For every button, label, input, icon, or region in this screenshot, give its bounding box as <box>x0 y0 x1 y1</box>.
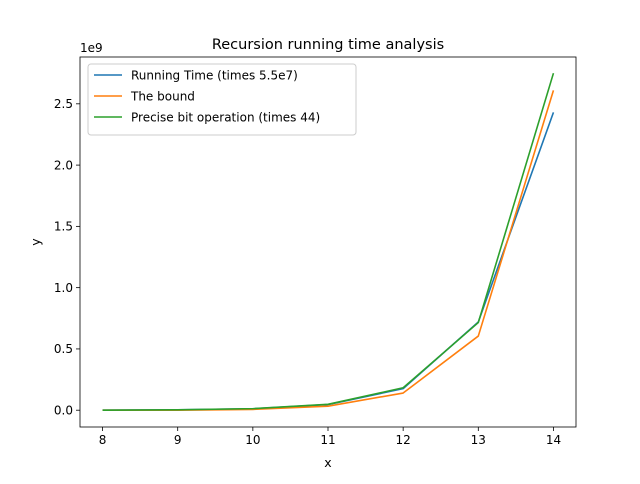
x-tick-label: 10 <box>245 433 260 447</box>
y-tick-label: 0.5 <box>54 342 73 356</box>
x-tick-label: 12 <box>396 433 411 447</box>
series-line-2 <box>102 72 555 411</box>
legend: Running Time (times 5.5e7) The bound Preci… <box>87 63 357 136</box>
x-tick-label: 11 <box>320 433 335 447</box>
legend-label-0: Running Time (times 5.5e7) <box>131 68 298 82</box>
y-axis-label: y <box>28 238 43 246</box>
x-tick-label: 13 <box>471 433 486 447</box>
legend-label-2: Precise bit operation (times 44) <box>131 110 320 124</box>
plot-area: 8 9 10 11 12 13 14 0.0 0.5 1.0 1.5 2.0 2.5 <box>54 56 577 447</box>
x-tick-label: 14 <box>546 433 561 447</box>
x-tick-label: 8 <box>99 433 107 447</box>
legend-box <box>87 63 357 136</box>
y-tick-label: 1.0 <box>54 281 73 295</box>
y-tick-label: 2.5 <box>54 97 73 111</box>
y-tick-label: 1.5 <box>54 220 73 234</box>
x-tick-label: 9 <box>174 433 182 447</box>
x-axis-label: x <box>324 455 331 470</box>
legend-label-1: The bound <box>130 89 195 103</box>
y-offset-label: 1e9 <box>80 41 103 55</box>
y-tick-label: 2.0 <box>54 158 73 172</box>
chart-title: Recursion running time analysis <box>212 37 444 53</box>
y-tick-label: 0.0 <box>54 404 73 418</box>
